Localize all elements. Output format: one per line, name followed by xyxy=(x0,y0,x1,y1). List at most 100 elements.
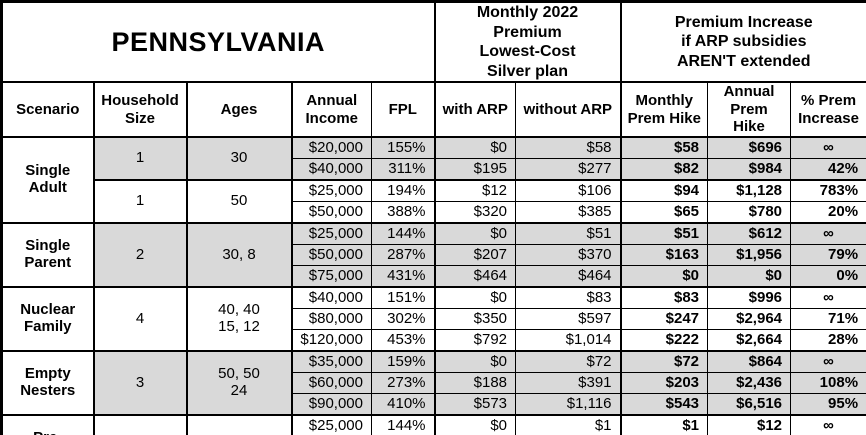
income-cell: $35,000 xyxy=(291,350,372,374)
annual-hike-cell: $696 xyxy=(707,136,792,160)
ages-cell: 40, 40 15, 12 xyxy=(186,286,293,352)
pct-increase-cell: ∞ xyxy=(790,414,866,435)
without-arp-cell: $370 xyxy=(515,244,622,267)
pct-increase-cell: ∞ xyxy=(790,222,866,246)
fpl-cell: 453% xyxy=(370,329,436,352)
without-arp-cell: $106 xyxy=(515,179,622,203)
with-arp-cell: $0 xyxy=(434,286,517,310)
pct-increase-cell: ∞ xyxy=(790,136,866,160)
table-row: Empty Nesters 3 50, 50 24 $35,000 159% $… xyxy=(1,350,866,416)
without-arp-cell: $1,116 xyxy=(515,393,622,416)
ages-cell: 30 xyxy=(186,136,293,181)
scenario-cell: Empty Nesters xyxy=(1,350,95,416)
income-cell: $25,000 xyxy=(291,414,372,435)
fpl-cell: 410% xyxy=(370,393,436,416)
premium-block-header: Monthly 2022 Premium Lowest-Cost Silver … xyxy=(434,1,622,83)
monthly-hike-cell: $247 xyxy=(620,308,709,331)
fpl-cell: 194% xyxy=(370,179,436,203)
col-header-annual-hike: Annual Prem Hike xyxy=(707,81,792,138)
annual-hike-cell: $12 xyxy=(707,414,792,435)
without-arp-cell: $385 xyxy=(515,201,622,224)
without-arp-cell: $72 xyxy=(515,350,622,374)
ages-cell: 30, 8 xyxy=(186,222,293,288)
without-arp-cell: $83 xyxy=(515,286,622,310)
table-row: $50,000 388% $320 $385 $65 $780 20% xyxy=(2,201,866,224)
with-arp-cell: $207 xyxy=(434,244,517,267)
monthly-hike-cell: $72 xyxy=(620,350,709,374)
without-arp-cell: $1 xyxy=(515,414,622,435)
pct-increase-cell: 20% xyxy=(790,201,866,224)
income-cell: $40,000 xyxy=(291,158,372,181)
col-header-ages: Ages xyxy=(186,81,293,138)
pct-increase-cell: 71% xyxy=(790,308,866,331)
without-arp-cell: $51 xyxy=(515,222,622,246)
with-arp-cell: $0 xyxy=(434,136,517,160)
income-cell: $20,000 xyxy=(291,136,372,160)
col-header-pct-increase: % Prem Increase xyxy=(790,81,866,138)
fpl-cell: 144% xyxy=(370,414,436,435)
income-cell: $60,000 xyxy=(291,372,372,395)
annual-hike-cell: $996 xyxy=(707,286,792,310)
table-row: $80,000 302% $350 $597 $247 $2,964 71% xyxy=(2,308,866,331)
page-title: PENNSYLVANIA xyxy=(0,1,436,83)
annual-hike-cell: $2,964 xyxy=(707,308,792,331)
with-arp-cell: $0 xyxy=(434,350,517,374)
annual-hike-cell: $1,956 xyxy=(707,244,792,267)
col-header-household-size: Household Size xyxy=(93,81,188,138)
pct-increase-cell: ∞ xyxy=(790,286,866,310)
fpl-cell: 287% xyxy=(370,244,436,267)
pct-increase-cell: 79% xyxy=(790,244,866,267)
table-row: $50,000 287% $207 $370 $163 $1,956 79% xyxy=(2,244,866,267)
annual-hike-cell: $1,128 xyxy=(707,179,792,203)
monthly-hike-cell: $543 xyxy=(620,393,709,416)
monthly-hike-cell: $1 xyxy=(620,414,709,435)
fpl-cell: 388% xyxy=(370,201,436,224)
col-header-fpl: FPL xyxy=(370,81,436,138)
fpl-cell: 155% xyxy=(370,136,436,160)
monthly-hike-cell: $203 xyxy=(620,372,709,395)
with-arp-cell: $320 xyxy=(434,201,517,224)
monthly-hike-cell: $0 xyxy=(620,265,709,288)
pct-increase-cell: ∞ xyxy=(790,350,866,374)
fpl-cell: 273% xyxy=(370,372,436,395)
table-row: $75,000 431% $464 $464 $0 $0 0% xyxy=(2,265,866,288)
title-row: PENNSYLVANIA Monthly 2022 Premium Lowest… xyxy=(0,1,866,83)
fpl-cell: 431% xyxy=(370,265,436,288)
with-arp-cell: $12 xyxy=(434,179,517,203)
annual-hike-cell: $864 xyxy=(707,350,792,374)
scenario-cell: Single Parent xyxy=(1,222,95,288)
annual-hike-cell: $2,664 xyxy=(707,329,792,352)
with-arp-cell: $0 xyxy=(434,414,517,435)
income-cell: $80,000 xyxy=(291,308,372,331)
monthly-hike-cell: $58 xyxy=(620,136,709,160)
monthly-hike-cell: $83 xyxy=(620,286,709,310)
with-arp-cell: $573 xyxy=(434,393,517,416)
without-arp-cell: $1,014 xyxy=(515,329,622,352)
ages-cell: 60, 60 xyxy=(186,414,293,435)
without-arp-cell: $277 xyxy=(515,158,622,181)
income-cell: $120,000 xyxy=(291,329,372,352)
fpl-cell: 302% xyxy=(370,308,436,331)
scenario-cell: Pre- Retirees xyxy=(1,414,95,435)
ages-cell: 50 xyxy=(186,179,293,224)
with-arp-cell: $195 xyxy=(434,158,517,181)
pct-increase-cell: 783% xyxy=(790,179,866,203)
scenario-cell: Nuclear Family xyxy=(1,286,95,352)
household-size-cell: 2 xyxy=(93,414,188,435)
scenario-cell: Single Adult xyxy=(1,136,95,224)
annual-hike-cell: $0 xyxy=(707,265,792,288)
monthly-hike-cell: $163 xyxy=(620,244,709,267)
pct-increase-cell: 0% xyxy=(790,265,866,288)
table-row: Nuclear Family 4 40, 40 15, 12 $40,000 1… xyxy=(1,286,866,352)
pct-increase-cell: 95% xyxy=(790,393,866,416)
annual-hike-cell: $2,436 xyxy=(707,372,792,395)
income-cell: $50,000 xyxy=(291,201,372,224)
annual-hike-cell: $612 xyxy=(707,222,792,246)
with-arp-cell: $792 xyxy=(434,329,517,352)
increase-block-header: Premium Increase if ARP subsidies AREN'T… xyxy=(620,1,866,83)
ages-cell: 50, 50 24 xyxy=(186,350,293,416)
household-size-cell: 3 xyxy=(93,350,188,416)
fpl-cell: 151% xyxy=(370,286,436,310)
without-arp-cell: $597 xyxy=(515,308,622,331)
